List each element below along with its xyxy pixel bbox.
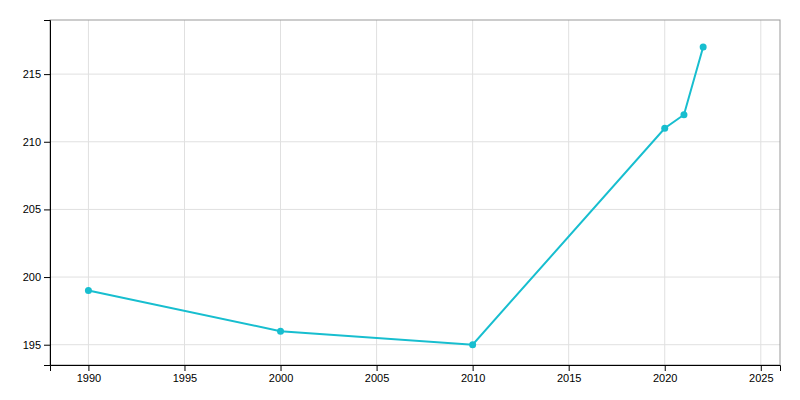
tick-label: 210 (23, 136, 41, 148)
tick: 2020 (653, 365, 677, 384)
point (680, 111, 687, 118)
tick: 205 (23, 203, 50, 215)
grid-line-x (88, 20, 89, 365)
tick: 195 (23, 339, 50, 351)
grid-line-y (50, 344, 780, 345)
tick: 200 (23, 271, 50, 283)
axis-line (44, 21, 51, 366)
tick-label: 2000 (269, 372, 293, 384)
tick: 2000 (269, 365, 293, 384)
tick-label: 2025 (749, 372, 773, 384)
plot: 1990 1995 2000 2005 2010 2015 2020 2025 195 200 20… (23, 20, 781, 384)
grid-line-y (50, 277, 780, 278)
tick: 2025 (749, 365, 773, 384)
series (85, 44, 707, 349)
grid-line-x (568, 20, 569, 365)
tick-label: 195 (23, 339, 41, 351)
tick-label: 2020 (653, 372, 677, 384)
tick-mark (184, 365, 185, 371)
chart: 1990 1995 2000 2005 2010 2015 2020 2025 195 200 20… (0, 0, 800, 400)
tick-label: 2010 (461, 372, 485, 384)
tick-label: 2005 (365, 372, 389, 384)
tick: 1990 (77, 365, 101, 384)
tick-mark (377, 365, 378, 371)
grid-line-x (280, 20, 281, 365)
grid-line-x (760, 20, 761, 365)
tick-mark (665, 365, 666, 371)
y-axis: 195 200 205 210 215 (23, 21, 51, 366)
grid-line-y (50, 141, 780, 142)
grid-line-y (50, 209, 780, 210)
line (88, 47, 703, 345)
grid-line-x (472, 20, 473, 365)
plot-frame (50, 20, 780, 365)
tick: 2010 (461, 365, 485, 384)
tick: 2015 (557, 365, 581, 384)
tick-mark (44, 345, 50, 346)
tick: 215 (23, 68, 50, 80)
grid-line-x (376, 20, 377, 365)
grid-line-x (184, 20, 185, 365)
tick-mark (44, 209, 50, 210)
grid (50, 20, 780, 365)
tick-mark (761, 365, 762, 371)
point (661, 125, 668, 132)
point (85, 287, 92, 294)
tick: 210 (23, 136, 50, 148)
tick-mark (88, 365, 89, 371)
tick: 1995 (173, 365, 197, 384)
grid-line-y (50, 74, 780, 75)
point (469, 341, 476, 348)
tick-mark (569, 365, 570, 371)
tick-mark (473, 365, 474, 371)
tick-label: 1995 (173, 372, 197, 384)
tick-mark (44, 74, 50, 75)
tick-label: 1990 (77, 372, 101, 384)
tick-mark (281, 365, 282, 371)
tick-label: 2015 (557, 372, 581, 384)
axis-line (51, 366, 781, 372)
tick-mark (44, 277, 50, 278)
x-axis: 1990 1995 2000 2005 2010 2015 2020 2025 (51, 365, 781, 384)
point (277, 328, 284, 335)
grid-line-x (664, 20, 665, 365)
tick-label: 215 (23, 68, 41, 80)
tick-mark (44, 142, 50, 143)
point (700, 44, 707, 51)
tick-label: 205 (23, 203, 41, 215)
tick-label: 200 (23, 271, 41, 283)
tick: 2005 (365, 365, 389, 384)
